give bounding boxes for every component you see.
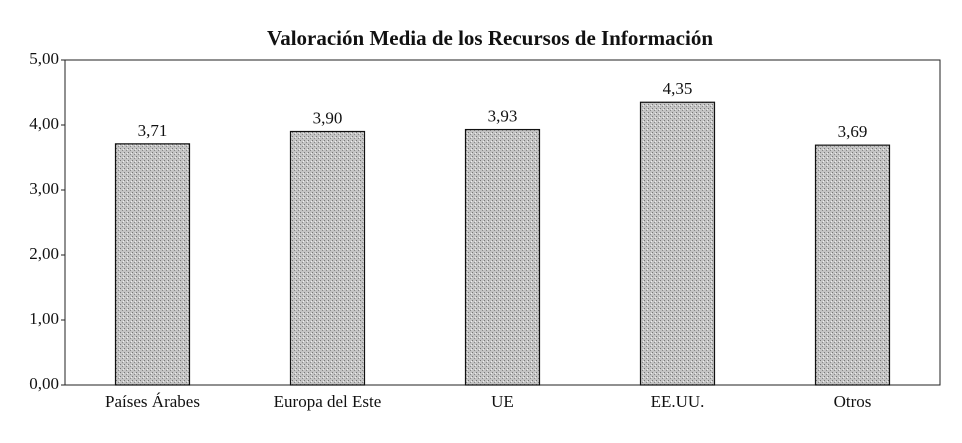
chart-title: Valoración Media de los Recursos de Info… — [267, 26, 713, 50]
x-tick-label: Otros — [834, 392, 872, 411]
bar — [114, 143, 191, 386]
x-tick-label: EE.UU. — [651, 392, 705, 411]
value-label: 3,69 — [838, 122, 868, 141]
value-label: 4,35 — [663, 79, 693, 98]
x-tick-label: Europa del Este — [274, 392, 382, 411]
x-tick-label: Países Árabes — [105, 392, 200, 411]
y-tick-label: 4,00 — [29, 114, 59, 133]
value-label: 3,93 — [488, 106, 518, 125]
value-label: 3,90 — [313, 108, 343, 127]
bar — [814, 144, 891, 386]
y-tick-label: 3,00 — [29, 179, 59, 198]
value-label: 3,71 — [138, 121, 168, 140]
bar — [464, 128, 541, 386]
bar — [639, 101, 716, 386]
y-tick-label: 0,00 — [29, 374, 59, 393]
y-tick-label: 5,00 — [29, 49, 59, 68]
y-tick-label: 2,00 — [29, 244, 59, 263]
x-tick-label: UE — [491, 392, 514, 411]
bar — [289, 130, 366, 386]
y-tick-label: 1,00 — [29, 309, 59, 328]
